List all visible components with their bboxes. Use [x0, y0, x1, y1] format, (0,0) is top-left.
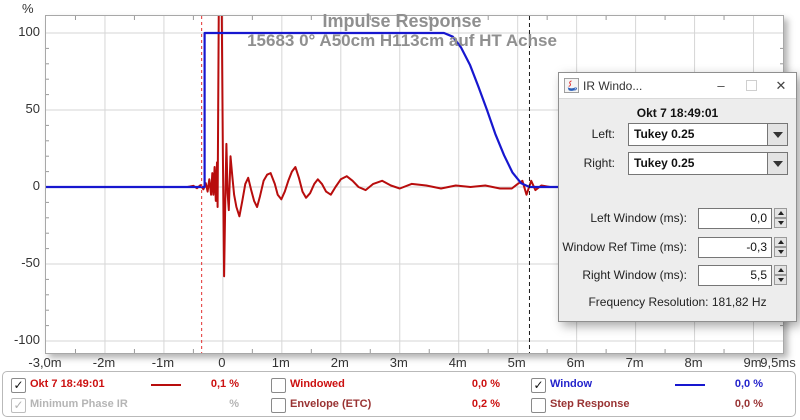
left-window-type-value: Tukey 0.25: [634, 127, 695, 141]
checkbox-window[interactable]: ✓: [531, 378, 546, 393]
y-tick-label: 0: [32, 178, 40, 193]
chart-title: Impulse Response: [322, 11, 482, 31]
frequency-resolution-label: Frequency Resolution:: [588, 295, 709, 309]
close-icon[interactable]: ✕: [775, 77, 787, 93]
right-window-type-row: Right: Tukey 0.25: [559, 152, 788, 175]
checkbox-trace-okt7[interactable]: ✓: [11, 378, 26, 393]
legend-label-envelope-etc: Envelope (ETC): [290, 398, 372, 410]
legend-label-trace-okt7: Okt 7 18:49:01: [30, 378, 105, 390]
chart-subtitle: 15683 0° A50cm H113cm auf HT Achse: [247, 31, 557, 50]
java-icon: [564, 78, 579, 93]
y-tick-label: -100: [13, 332, 40, 347]
frequency-resolution-value: 181,82 Hz: [711, 295, 767, 309]
x-tick-label: 9,5ms: [760, 355, 796, 370]
legend-panel: ✓ Okt 7 18:49:01 0,1 % Windowed 0,0 % ✓ Window…: [2, 371, 796, 417]
x-tick-label: 5m: [507, 355, 526, 370]
legend-value-minimum-phase-ir: %: [229, 398, 239, 410]
legend-row: ✓ Okt 7 18:49:01 0,1 % Windowed 0,0 % ✓ Window…: [3, 375, 795, 395]
window-trace: [46, 31, 783, 189]
spinner-up-icon[interactable]: [774, 208, 787, 218]
y-tick-label: 100: [18, 24, 40, 39]
checkbox-minimum-phase-ir[interactable]: ✓: [11, 398, 26, 413]
x-tick-label: 7m: [625, 355, 644, 370]
x-tick-label: 1m: [271, 355, 290, 370]
right-window-type-value: Tukey 0.25: [634, 156, 695, 170]
chevron-down-icon[interactable]: [767, 153, 787, 174]
spinner-down-icon[interactable]: [774, 247, 787, 257]
measurement-name: Okt 7 18:49:01: [636, 106, 719, 120]
window-ref-time-label: Window Ref Time (ms):: [562, 240, 687, 254]
left-window-type-row: Left: Tukey 0.25: [559, 123, 788, 146]
window-ref-time-input[interactable]: -0,3: [698, 237, 772, 258]
spinner-down-icon[interactable]: [774, 275, 787, 285]
legend-line-swatch-trace-okt7: [151, 384, 181, 386]
right-window-row: Right Window (ms): 5,5: [559, 265, 787, 286]
legend-line-swatch-window: [675, 384, 705, 386]
legend-label-minimum-phase-ir: Minimum Phase IR: [30, 398, 128, 410]
legend-label-step-response: Step Response: [550, 398, 630, 410]
legend-value-trace-okt7: 0,1 %: [210, 378, 239, 390]
legend-value-envelope-etc: 0,2 %: [471, 398, 500, 410]
left-window-row: Left Window (ms): 0,0: [559, 208, 787, 229]
dialog-title: IR Windo...: [583, 78, 643, 93]
right-window-type-dropdown[interactable]: Tukey 0.25: [628, 152, 788, 175]
minimize-icon[interactable]: –: [717, 78, 725, 93]
left-label: Left:: [591, 127, 615, 141]
window-ref-time-row: Window Ref Time (ms): -0,3: [559, 237, 787, 258]
x-tick-label: 9m: [743, 355, 762, 370]
checkbox-windowed[interactable]: [271, 378, 286, 393]
x-tick-label: -2m: [92, 355, 116, 370]
legend-value-window: 0,0 %: [734, 378, 763, 390]
right-window-input[interactable]: 5,5: [698, 265, 772, 286]
legend-value-windowed: 0,0 %: [471, 378, 500, 390]
left-window-type-dropdown[interactable]: Tukey 0.25: [628, 123, 788, 146]
legend-label-window: Window: [550, 378, 593, 390]
x-tick-label: -1m: [151, 355, 175, 370]
frequency-resolution: Frequency Resolution: 181,82 Hz: [559, 295, 796, 309]
y-tick-label: -50: [21, 255, 40, 270]
ir-window-dialog[interactable]: IR Windo... – ✕ Okt 7 18:49:01 Left: Tuk…: [558, 72, 797, 322]
x-tick-label: 0: [218, 355, 226, 370]
legend-value-step-response: 0,0 %: [734, 398, 763, 410]
y-axis-unit-label: %: [22, 1, 34, 16]
x-tick-label: 2m: [330, 355, 349, 370]
x-tick-label: 6m: [566, 355, 585, 370]
checkbox-step-response[interactable]: [531, 398, 546, 413]
y-tick-label: 50: [25, 101, 40, 116]
maximize-icon[interactable]: [736, 73, 766, 98]
spinner-up-icon[interactable]: [774, 237, 787, 247]
x-tick-label: -3,0m: [28, 355, 62, 370]
right-label: Right:: [583, 156, 615, 170]
spinner-down-icon[interactable]: [774, 218, 787, 228]
legend-row: ✓ Minimum Phase IR% Envelope (ETC) 0,2 % Ste…: [3, 395, 795, 415]
left-window-input[interactable]: 0,0: [698, 208, 772, 229]
right-window-label: Right Window (ms):: [582, 268, 687, 282]
x-tick-label: 8m: [684, 355, 703, 370]
x-tick-label: 4m: [448, 355, 467, 370]
impulse-response-trace: [46, 16, 783, 278]
x-tick-label: 3m: [389, 355, 408, 370]
legend-label-windowed: Windowed: [290, 378, 345, 390]
chevron-down-icon[interactable]: [767, 124, 787, 145]
left-window-label: Left Window (ms):: [590, 211, 687, 225]
spinner-up-icon[interactable]: [774, 265, 787, 275]
dialog-titlebar[interactable]: IR Windo... – ✕: [559, 73, 796, 99]
checkbox-envelope-etc[interactable]: [271, 398, 286, 413]
